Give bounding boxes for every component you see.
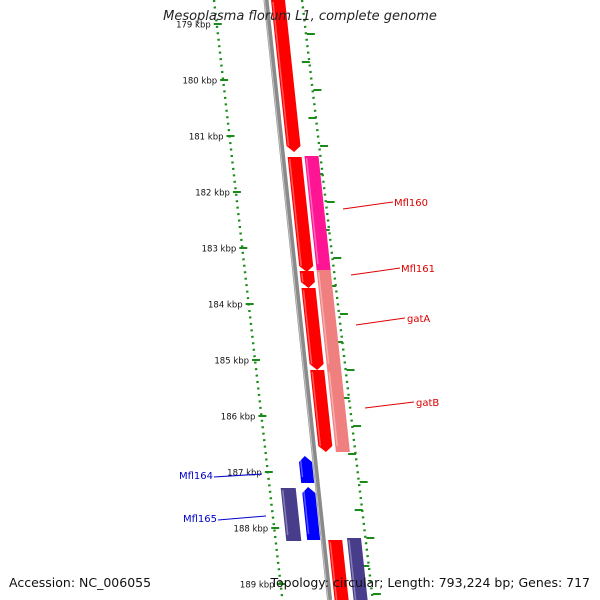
scale-tick-label: 184 kbp — [208, 301, 243, 311]
scale-tick-label: 188 kbp — [234, 525, 269, 535]
cds-outer-mfl160 — [304, 156, 331, 270]
scale-tick-label: 187 kbp — [227, 469, 262, 479]
scale-tick-label: 180 kbp — [182, 77, 217, 87]
gene-leader-line — [364, 401, 415, 409]
cds-mfl164-shine — [299, 457, 304, 478]
gene-leader-line — [350, 267, 401, 276]
genome-backbone — [263, 0, 333, 600]
cds-forward-downstream-shine — [329, 541, 338, 600]
genome-stats-text: Topology: circular; Length: 793,224 bp; … — [270, 575, 591, 590]
gene-label: gatA — [407, 314, 430, 325]
gene-leader-line — [213, 473, 263, 478]
accession-text: Accession: NC_006055 — [9, 575, 152, 590]
cds-mfl160 — [287, 157, 314, 272]
gene-label: Mfl160 — [394, 198, 428, 209]
cds-forward-upstream — [271, 0, 301, 152]
cds-mfl164 — [299, 456, 315, 483]
cds-mfl160-shine — [288, 158, 302, 267]
scale-tick-label: 181 kbp — [189, 133, 224, 143]
cds-outer-downstream-shine — [348, 539, 357, 600]
cds-outer-mfl161-shine — [317, 271, 330, 365]
backbone-highlight — [264, 0, 329, 600]
cds-outer-mfl160-shine — [305, 157, 319, 265]
scale-tick-label: 189 kbp — [240, 581, 275, 591]
gene-label: Mfl161 — [401, 264, 435, 275]
cds-outer-gatA-shine — [328, 371, 339, 447]
cds-outer-mfl161 — [316, 270, 342, 370]
gene-label: gatB — [416, 398, 439, 409]
cds-mfl161-shine — [300, 272, 304, 283]
cds-gatB-shine — [311, 371, 322, 447]
scale-tick-label: 182 kbp — [195, 189, 230, 199]
cds-gatA — [301, 288, 324, 370]
cds-forward-upstream-shine — [272, 1, 290, 147]
cds-mfl161 — [299, 271, 315, 288]
scale-tick-label: 179 kbp — [176, 21, 211, 31]
cds-gatA-shine — [302, 289, 313, 365]
map-title: Mesoplasma florum L1, complete genome — [163, 9, 437, 24]
cds-outer-gatA — [327, 370, 350, 452]
gene-leader-line — [217, 515, 267, 521]
scale-tick-label: 183 kbp — [202, 245, 237, 255]
cds-mfl165-shine — [302, 488, 310, 535]
gene-label: Mfl165 — [183, 514, 217, 525]
gene-leader-line — [342, 201, 394, 210]
cds-reverse-outer — [280, 488, 302, 541]
cds-forward-downstream — [328, 540, 349, 600]
gene-leader-line — [355, 317, 406, 326]
cds-outer-downstream — [347, 538, 368, 600]
cds-gatB — [310, 370, 333, 452]
scale-tick-label: 185 kbp — [214, 357, 249, 367]
cds-mfl165 — [302, 487, 321, 540]
cds-reverse-outer-shine — [281, 489, 289, 536]
gene-label: Mfl164 — [179, 471, 213, 482]
scale-tick-label: 186 kbp — [221, 413, 256, 423]
